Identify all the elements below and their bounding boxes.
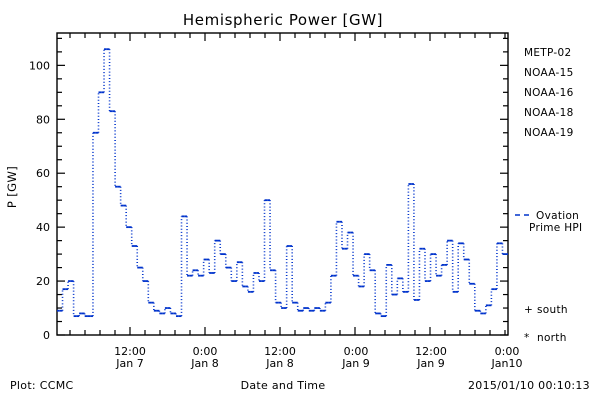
legend-ovation-label-line2: Prime HPI bbox=[529, 222, 582, 234]
legend-satellite-noaa-18: NOAA-18 bbox=[524, 107, 574, 119]
legend-satellite-noaa-19: NOAA-19 bbox=[524, 127, 574, 139]
x-tick-date: Jan 8 bbox=[265, 357, 293, 370]
legend-marker-glyph-north: * bbox=[524, 332, 530, 344]
y-axis-label: P [GW] bbox=[5, 166, 19, 208]
x-tick-time: 0:00 bbox=[193, 345, 218, 358]
y-axis-tick-labels: 0 20 40 60 80 100 bbox=[29, 59, 50, 342]
plot-credit: Plot: CCMC bbox=[10, 379, 73, 392]
x-tick-time: 12:00 bbox=[264, 345, 296, 358]
y-tick-label: 60 bbox=[36, 167, 50, 180]
page-title: Hemispheric Power [GW] bbox=[183, 11, 383, 29]
y-tick-label: 80 bbox=[36, 113, 50, 126]
x-tick-date: Jan 7 bbox=[115, 357, 143, 370]
y-axis-ticks bbox=[57, 37, 508, 336]
x-tick-time: 12:00 bbox=[415, 345, 447, 358]
legend-satellites: METP-02 NOAA-15 NOAA-16 NOAA-18 NOAA-19 bbox=[524, 47, 574, 139]
x-tick-time: 0:00 bbox=[344, 345, 369, 358]
x-tick-time: 12:00 bbox=[114, 345, 146, 358]
ovation-prime-hpi-trace bbox=[57, 48, 508, 318]
legend-marker-label-south: south bbox=[537, 304, 568, 316]
y-tick-label: 40 bbox=[36, 221, 50, 234]
legend-markers: + south * north bbox=[524, 304, 568, 344]
y-tick-label: 20 bbox=[36, 275, 50, 288]
legend-satellite-metp-02: METP-02 bbox=[524, 47, 571, 59]
x-tick-time: 0:00 bbox=[495, 345, 520, 358]
legend-ovation-entry: Ovation Prime HPI bbox=[515, 210, 582, 234]
timestamp: 2015/01/10 00:10:13 bbox=[468, 379, 590, 392]
legend-satellite-noaa-16: NOAA-16 bbox=[524, 87, 574, 99]
x-tick-date: Jan10 bbox=[491, 357, 523, 370]
x-axis-label: Date and Time bbox=[241, 379, 326, 392]
x-axis-ticks bbox=[69, 33, 506, 335]
plot-frame bbox=[56, 32, 509, 336]
x-tick-date: Jan 8 bbox=[190, 357, 218, 370]
legend-ovation-label-line1: Ovation bbox=[536, 210, 579, 222]
legend-satellite-noaa-15: NOAA-15 bbox=[524, 67, 574, 79]
y-tick-label: 0 bbox=[43, 329, 50, 342]
y-tick-label: 100 bbox=[29, 59, 50, 72]
x-tick-date: Jan 9 bbox=[341, 357, 369, 370]
x-tick-date: Jan 9 bbox=[416, 357, 444, 370]
legend-marker-label-north: north bbox=[537, 332, 567, 344]
legend-marker-glyph-south: + bbox=[524, 304, 533, 316]
